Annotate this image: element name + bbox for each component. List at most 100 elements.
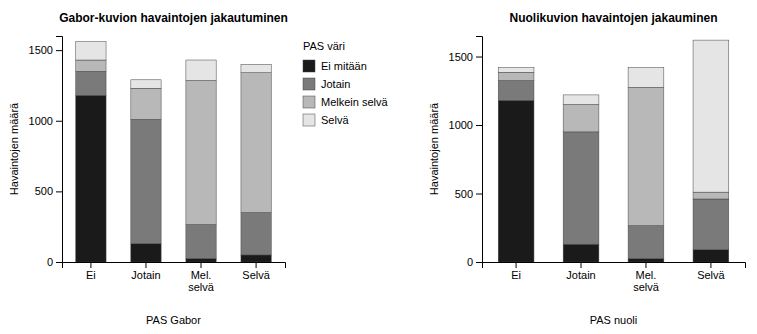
bar-segment: [498, 100, 534, 262]
bar-segment: [76, 60, 106, 71]
bar-segment: [563, 132, 599, 244]
tick: 0: [47, 256, 62, 268]
tick: 500: [455, 188, 482, 200]
x-axis: Ei Jotain Mel.selvä Selvä: [483, 262, 746, 293]
legend-item: Selvä: [303, 114, 349, 126]
tick-label: Selvä: [242, 269, 270, 281]
tick-mark: [476, 262, 482, 263]
tick-mark: [581, 262, 582, 268]
tick-label: 1000: [449, 119, 473, 131]
bar-segment: [498, 68, 534, 73]
tick-mark: [476, 57, 482, 58]
bar-segment: [693, 192, 729, 199]
legend-item: Jotain: [303, 78, 350, 90]
axis-line: [63, 263, 286, 269]
tick-label: Mel.selvä: [188, 269, 215, 293]
x-axis-title: PAS Gabor: [146, 314, 201, 326]
tick: Jotain: [566, 262, 595, 281]
bars: [76, 42, 271, 262]
bar-segment: [693, 199, 729, 250]
tick-mark: [645, 262, 646, 268]
bar-segment: [241, 64, 271, 72]
tick: 1500: [29, 44, 62, 56]
tick-mark: [56, 262, 62, 263]
chart-root: Ei Jotain Mel.selvä Selvä 0 500 1000 1500 Gabor-…: [0, 0, 757, 334]
tick-label: 1500: [449, 51, 473, 63]
tick-label: Jotain: [131, 269, 160, 281]
bar-segment: [563, 244, 599, 262]
bar-segment: [498, 81, 534, 101]
legend-title: PAS väri: [303, 40, 345, 52]
chart-panel: EiJotainMel.selväSelvä050010001500Nuolik…: [428, 11, 746, 326]
legend-swatch: [303, 96, 315, 108]
axis-line: [476, 37, 483, 263]
tick-label: 0: [467, 256, 473, 268]
bar-segment: [186, 60, 216, 80]
tick-mark: [476, 194, 482, 195]
tick-mark: [145, 262, 146, 268]
tick-mark: [201, 262, 202, 268]
tick-mark: [516, 262, 517, 268]
tick-mark: [710, 262, 711, 268]
legend-swatch: [303, 60, 315, 72]
tick-label: Ei: [86, 269, 96, 281]
bar-segment: [76, 95, 106, 262]
bar-segment: [241, 255, 271, 262]
tick-label: 0: [47, 256, 53, 268]
tick-mark: [56, 121, 62, 122]
legend-item: Ei mitään: [303, 60, 367, 72]
bar-segment: [186, 258, 216, 262]
tick: Mel.selvä: [633, 262, 660, 293]
y-axis-title: Havaintojen määrä: [8, 102, 20, 195]
bar-segment: [628, 87, 664, 225]
bar-segment: [498, 72, 534, 80]
bar-segment: [76, 42, 106, 60]
axis-line: [56, 37, 63, 263]
tick: 1000: [29, 115, 62, 127]
tick: Mel.selvä: [188, 262, 215, 293]
tick-mark: [56, 50, 62, 51]
tick: Ei: [511, 262, 521, 281]
legend-label: Selvä: [321, 114, 349, 126]
chart-title: Gabor-kuvion havaintojen jakautuminen: [59, 11, 288, 25]
y-axis: 0 500 1000 1500: [29, 37, 63, 269]
tick: Jotain: [131, 262, 160, 281]
x-axis-title: PAS nuoli: [590, 314, 638, 326]
tick-label: Ei: [511, 269, 521, 281]
bar-segment: [186, 225, 216, 259]
tick-mark: [256, 262, 257, 268]
bar-segment: [563, 95, 599, 105]
y-axis: 0 500 1000 1500: [449, 37, 483, 269]
tick: Selvä: [242, 262, 270, 281]
tick-label: 500: [35, 185, 53, 197]
tick-mark: [90, 262, 91, 268]
tick: Selvä: [697, 262, 725, 281]
legend-swatch: [303, 114, 315, 126]
bar-segment: [693, 250, 729, 262]
legend: PAS väri Ei mitään Jotain Melkein selvä Selv…: [303, 40, 389, 126]
tick: 500: [35, 185, 62, 197]
legend-swatch: [303, 78, 315, 90]
legend-label: Melkein selvä: [321, 96, 389, 108]
tick: 1000: [449, 119, 482, 131]
legend-label: Jotain: [321, 78, 350, 90]
tick-label: Mel.selvä: [633, 269, 660, 293]
chart-panel: Ei Jotain Mel.selvä Selvä 0 500 1000 1500 Gabor-…: [8, 11, 288, 326]
tick: 1500: [449, 51, 482, 63]
bars: [498, 40, 729, 262]
bar-segment: [241, 213, 271, 255]
tick-label: Selvä: [697, 269, 725, 281]
bar-segment: [131, 88, 161, 119]
x-axis: Ei Jotain Mel.selvä Selvä: [63, 262, 286, 293]
tick-label: 1500: [29, 44, 53, 56]
tick: 0: [467, 256, 482, 268]
tick: Ei: [86, 262, 96, 281]
bar-segment: [131, 80, 161, 88]
tick-label: 1000: [29, 115, 53, 127]
tick-mark: [56, 191, 62, 192]
bar-segment: [628, 226, 664, 259]
legend-label: Ei mitään: [321, 60, 367, 72]
bar-segment: [241, 73, 271, 213]
y-axis-title: Havaintojen määrä: [428, 102, 440, 195]
bar-segment: [693, 40, 729, 192]
